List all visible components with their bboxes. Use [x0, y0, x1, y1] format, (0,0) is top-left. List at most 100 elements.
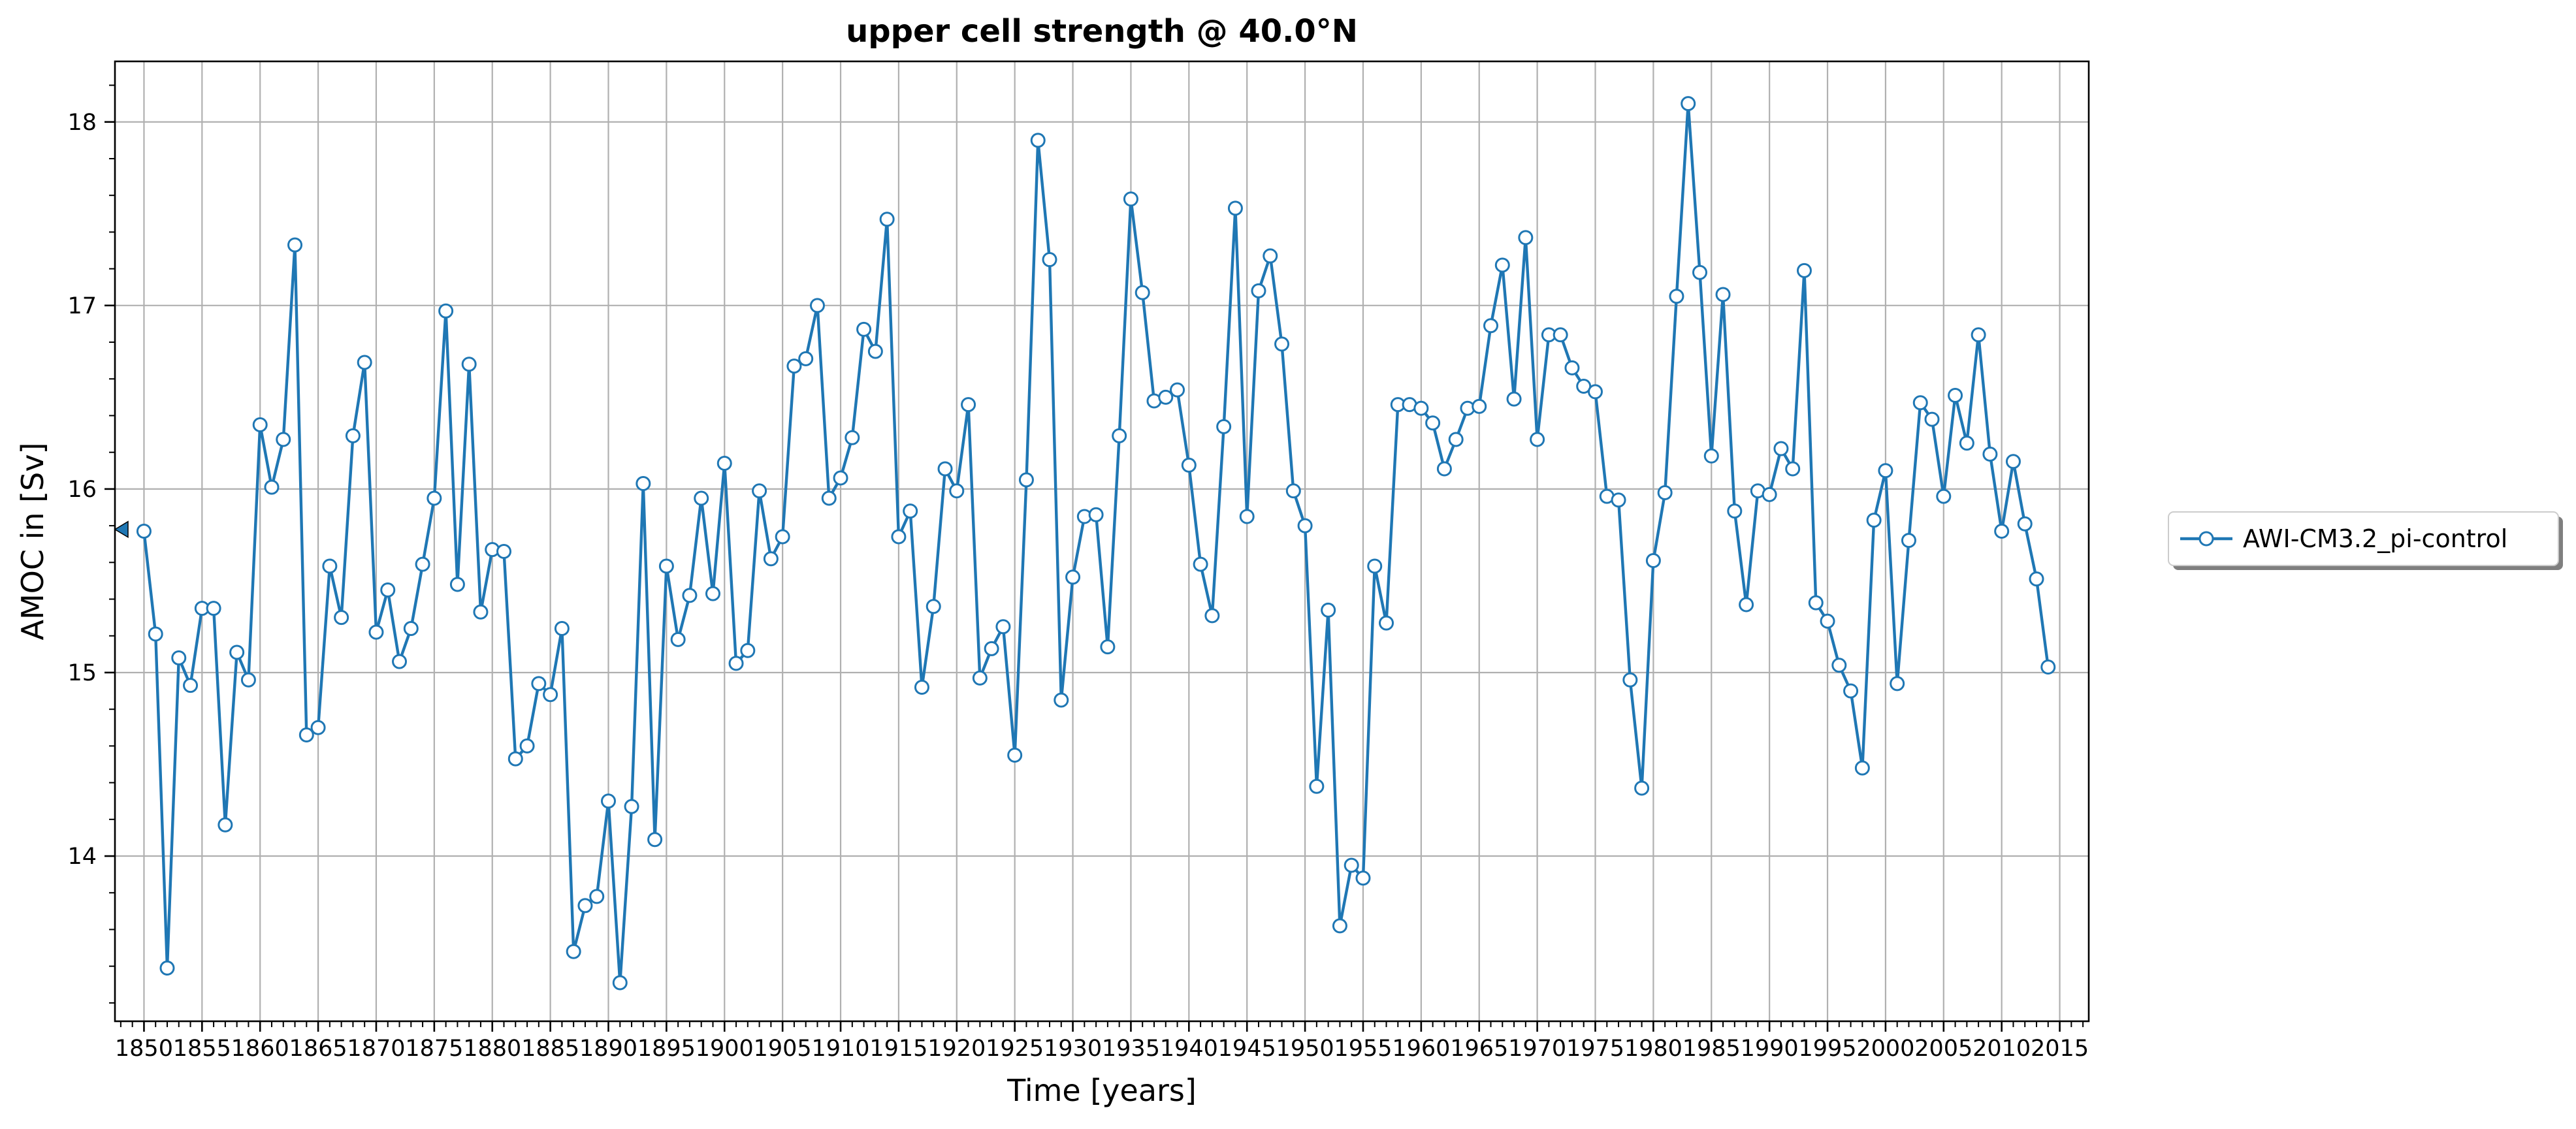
data-point: [1681, 96, 1696, 112]
data-point: [1982, 446, 1998, 462]
data-point: [345, 428, 361, 443]
data-point: [716, 456, 732, 471]
data-point: [1715, 287, 1731, 302]
data-point: [658, 558, 674, 574]
series-line: [142, 102, 2050, 985]
x-tick-label: 1885: [521, 1036, 579, 1062]
data-point: [961, 397, 976, 413]
x-tick-label: 2000: [1856, 1036, 1914, 1062]
data-point: [1564, 360, 1580, 375]
data-point: [183, 678, 199, 693]
y-tick-label: 15: [67, 660, 97, 686]
x-tick-label: 1900: [696, 1036, 754, 1062]
data-point: [543, 687, 558, 703]
data-point: [1866, 513, 1882, 528]
x-tick-label: 1950: [1276, 1036, 1334, 1062]
data-point: [577, 898, 593, 914]
x-tick-label: 1915: [869, 1036, 927, 1062]
data-point: [171, 650, 187, 665]
x-tick-label: 1890: [579, 1036, 637, 1062]
legend: AWI-CM3.2_pi-control: [2168, 511, 2563, 570]
data-point: [1727, 503, 1743, 519]
x-tick-label: 1970: [1508, 1036, 1566, 1062]
data-point: [1994, 524, 2010, 539]
data-point: [1948, 388, 1963, 404]
data-point: [2017, 516, 2033, 532]
data-point: [1808, 595, 1824, 611]
x-tick-label: 1975: [1566, 1036, 1624, 1062]
data-point: [2005, 454, 2021, 469]
data-point: [1959, 436, 1974, 451]
data-point: [392, 654, 408, 669]
data-point: [310, 720, 326, 735]
data-point: [1645, 553, 1661, 569]
data-point: [705, 586, 720, 601]
data-point: [427, 490, 442, 506]
data-point: [833, 470, 848, 486]
data-point: [845, 430, 860, 445]
data-point: [1007, 747, 1023, 763]
y-tick-label: 17: [67, 293, 97, 319]
data-point: [148, 626, 163, 642]
data-point: [1703, 448, 1719, 464]
data-point: [2040, 660, 2056, 675]
x-axis-label: Time [years]: [1006, 1073, 1197, 1108]
data-point: [403, 621, 419, 637]
data-point: [229, 644, 245, 660]
data-point: [1820, 613, 1835, 629]
y-tick-label: 18: [67, 110, 97, 136]
data-point: [937, 461, 953, 477]
data-point: [1425, 415, 1441, 431]
mean-value-marker: [114, 520, 129, 539]
x-tick-label: 1865: [289, 1036, 347, 1062]
data-point: [1762, 486, 1777, 502]
data-point: [159, 960, 175, 976]
data-point: [136, 524, 152, 539]
data-point: [1622, 672, 1638, 688]
data-point: [1285, 483, 1301, 499]
x-tick-label: 1875: [405, 1036, 463, 1062]
data-point: [2029, 571, 2044, 587]
x-tick-label: 1870: [347, 1036, 405, 1062]
chart-title: upper cell strength @ 40.0°N: [846, 13, 1358, 50]
data-point: [264, 479, 280, 495]
x-tick-label: 1935: [1102, 1036, 1160, 1062]
data-point: [856, 321, 872, 337]
x-tick-label: 1925: [986, 1036, 1044, 1062]
data-point: [1634, 780, 1650, 796]
data-point: [1018, 472, 1034, 488]
x-tick-label: 2015: [2031, 1036, 2089, 1062]
mean-marker-triangle: [114, 520, 129, 539]
data-point: [1912, 395, 1928, 411]
data-point: [415, 556, 430, 572]
data-point: [1494, 257, 1510, 273]
data-point: [1227, 200, 1243, 216]
data-point: [1890, 676, 1905, 692]
data-point: [1506, 391, 1522, 407]
x-tick-label: 1965: [1450, 1036, 1508, 1062]
x-tick-label: 1930: [1044, 1036, 1102, 1062]
data-point: [1379, 615, 1394, 631]
data-point: [1553, 327, 1568, 343]
data-point: [507, 751, 523, 767]
data-point: [1971, 327, 1986, 343]
data-point: [601, 793, 616, 809]
data-point: [775, 529, 790, 545]
data-point: [1472, 398, 1487, 414]
x-tick-label: 1880: [463, 1036, 521, 1062]
data-point: [914, 679, 929, 695]
legend-marker-swatch: [2198, 531, 2214, 547]
data-point: [217, 817, 233, 833]
data-point: [1773, 441, 1789, 456]
data-point: [809, 298, 825, 313]
data-point: [1170, 382, 1185, 398]
data-point: [1518, 230, 1534, 246]
data-point: [1042, 252, 1057, 268]
data-point: [496, 543, 512, 559]
grid: [115, 61, 2089, 1021]
data-point: [1796, 262, 1812, 278]
data-point: [670, 631, 686, 647]
data-point: [752, 483, 767, 499]
x-tick-label: 1905: [754, 1036, 812, 1062]
